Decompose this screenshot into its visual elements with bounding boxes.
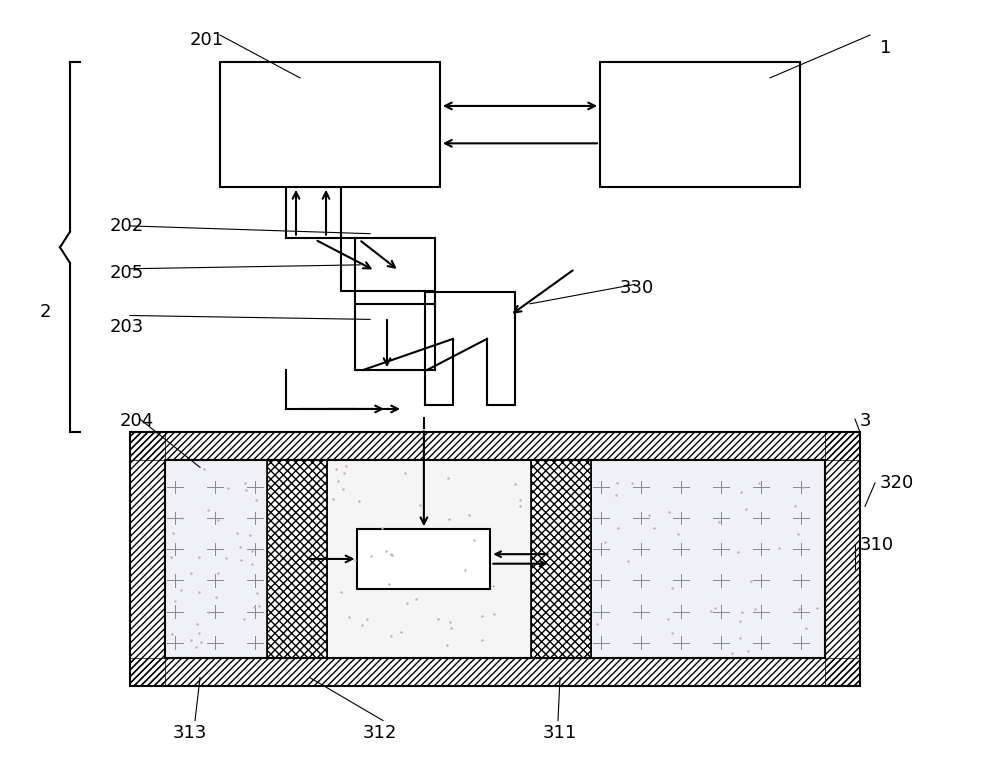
- Bar: [531, 460, 591, 658]
- Bar: [591, 460, 825, 658]
- Text: 311: 311: [543, 724, 577, 742]
- Bar: [130, 432, 165, 686]
- Bar: [130, 658, 860, 686]
- Text: 313: 313: [173, 724, 207, 742]
- Text: 203: 203: [110, 318, 144, 337]
- Text: 2: 2: [40, 302, 52, 321]
- Text: 310: 310: [860, 536, 894, 555]
- Text: 1: 1: [880, 39, 891, 57]
- Bar: [357, 529, 490, 589]
- Bar: [130, 432, 860, 686]
- Bar: [165, 460, 825, 658]
- Text: 320: 320: [880, 474, 914, 492]
- Bar: [327, 460, 531, 658]
- Bar: [600, 62, 800, 187]
- Text: 205: 205: [110, 263, 144, 282]
- Text: 312: 312: [363, 724, 397, 742]
- Text: 204: 204: [120, 411, 154, 430]
- Text: 201: 201: [190, 31, 224, 49]
- Bar: [165, 460, 267, 658]
- Bar: [825, 432, 860, 686]
- Text: 330: 330: [620, 279, 654, 298]
- Bar: [165, 460, 825, 658]
- Bar: [130, 432, 860, 460]
- Text: 202: 202: [110, 217, 144, 235]
- Bar: [267, 460, 327, 658]
- Bar: [220, 62, 440, 187]
- Text: 3: 3: [860, 411, 872, 430]
